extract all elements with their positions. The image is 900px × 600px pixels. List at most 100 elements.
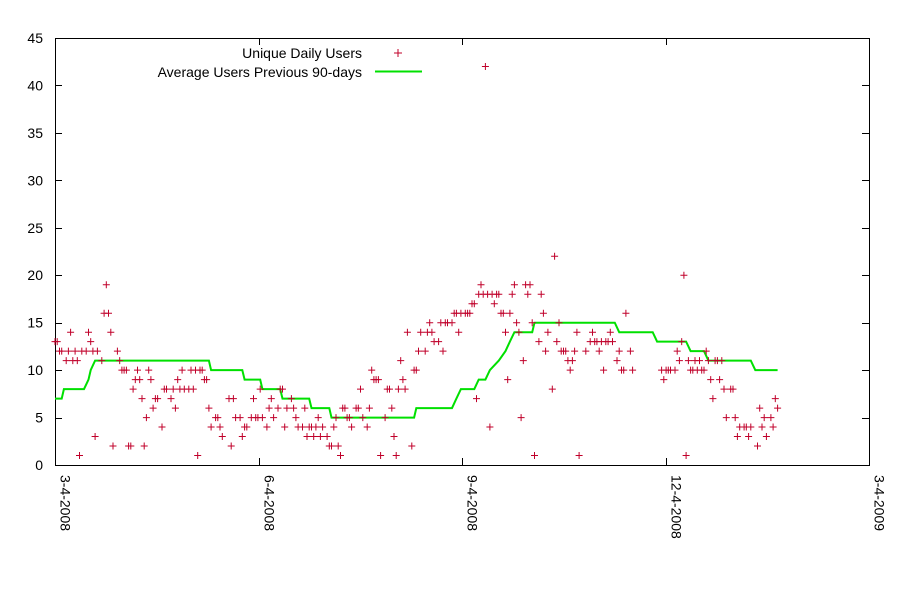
daily-users-point [290,404,298,412]
daily-users-point [417,328,425,336]
daily-users-point [357,385,364,393]
daily-users-point [571,347,579,355]
daily-users-point [390,433,398,440]
daily-users-point [747,423,755,431]
daily-users-point [466,309,474,317]
daily-users-point [486,423,494,431]
daily-users-point [82,347,90,355]
y-tick-label: 25 [27,220,43,236]
daily-users-point [537,290,545,298]
daily-users-point [227,442,235,450]
daily-users-point [535,338,543,346]
daily-users-point [622,309,630,317]
daily-users-point [524,290,532,298]
daily-users-point [122,366,130,374]
daily-users-point [435,338,443,346]
daily-users-point [470,300,478,308]
daily-users-point [198,366,206,374]
daily-users-point [551,252,559,260]
daily-users-point [760,414,768,422]
daily-users-point [609,338,616,346]
daily-users-point [399,376,407,384]
y-tick-label: 0 [35,457,43,473]
daily-users-point [374,376,382,384]
y-tick-label: 10 [27,362,43,378]
daily-users-point [704,357,712,365]
daily-users-point [145,366,153,374]
daily-users-point [67,328,75,336]
daily-users-point [281,423,289,431]
daily-users-point [539,309,547,317]
daily-users-point [87,338,95,346]
daily-users-point [171,404,179,412]
daily-users-point [109,442,117,450]
daily-users-point [515,328,523,336]
y-tick-label: 15 [27,315,43,331]
daily-users-point [508,290,516,298]
daily-users-point [582,347,590,355]
daily-users-point [312,423,320,431]
daily-users-point [243,423,251,431]
daily-users-point [314,414,322,422]
daily-users-point [163,385,170,393]
daily-users-point [477,281,485,289]
x-tick-label: 6-4-2008 [262,475,278,531]
daily-users-point [771,395,779,403]
daily-users-point [388,404,396,412]
daily-users-point [722,414,730,422]
daily-users-point [700,366,708,374]
daily-users-point [216,423,224,431]
plot-frame [55,38,870,466]
daily-users-point [263,423,271,431]
daily-users-point [138,395,146,403]
daily-users-point [568,357,576,365]
daily-users-point [167,395,175,403]
daily-users-point [573,328,581,336]
daily-users-point [575,452,583,459]
daily-users-point [71,347,79,355]
daily-users-point [194,452,202,459]
daily-users-point [615,347,623,355]
y-tick-label: 5 [35,410,43,426]
daily-users-point [368,366,376,374]
daily-users-point [62,357,70,365]
unique-daily-users-series [51,63,782,459]
daily-users-point [218,433,226,440]
daily-users-point [754,442,761,450]
daily-users-point [762,433,770,440]
daily-users-point [673,347,681,355]
daily-users-point [403,328,411,336]
daily-users-point [58,347,66,355]
daily-users-point [629,366,637,374]
daily-users-point [270,414,278,422]
daily-users-point [707,376,715,384]
daily-users-point [504,376,512,384]
daily-users-point [359,414,367,422]
daily-users-point [107,328,115,336]
daily-users-point [408,442,416,450]
daily-users-point [140,442,148,450]
daily-users-point [671,366,679,374]
daily-users-point [394,385,402,393]
daily-users-point [279,385,286,393]
y-tick-label: 45 [27,30,43,46]
daily-users-point [401,385,409,393]
daily-users-point [684,357,692,365]
daily-users-point [287,395,295,403]
daily-users-point [250,395,257,403]
daily-users-point [205,404,213,412]
daily-users-point [531,452,538,459]
daily-users-point [519,357,527,365]
daily-users-point [455,328,463,336]
daily-users-point [365,404,373,412]
daily-users-point [354,404,362,412]
daily-users-point [147,376,155,384]
daily-users-point [718,357,726,365]
daily-users-point [341,404,349,412]
daily-users-point [566,366,574,374]
daily-users-point [363,423,371,431]
daily-users-point [696,357,703,365]
daily-users-point [98,357,106,365]
legend-label-average-users: Average Users Previous 90-days [158,64,362,80]
